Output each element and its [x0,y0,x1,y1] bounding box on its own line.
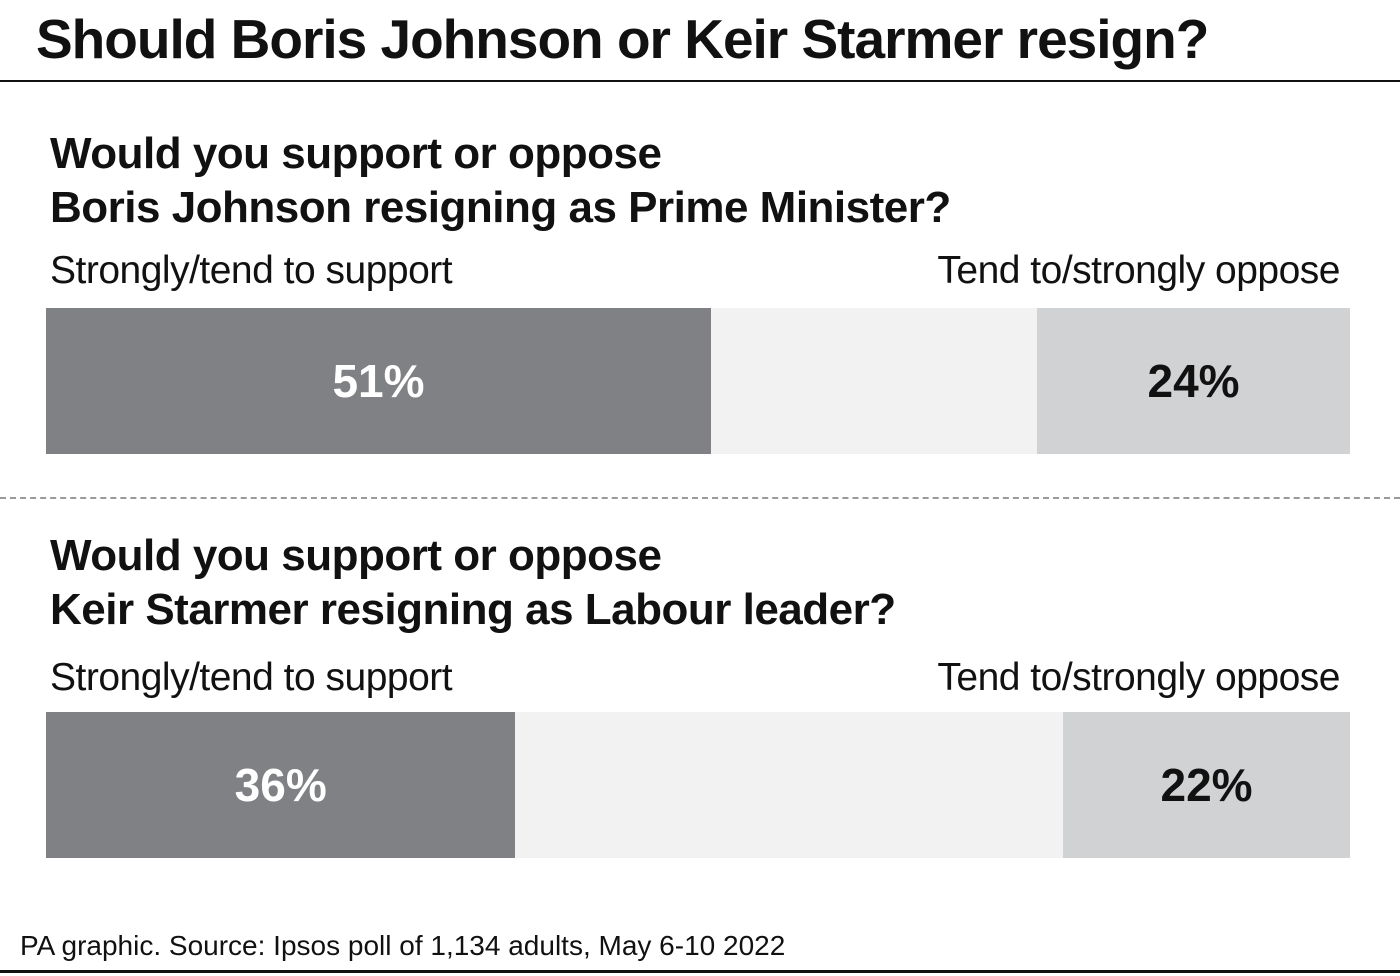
oppose-bar-2: 22% [1063,712,1350,858]
question-2-line-2: Keir Starmer resigning as Labour leader? [50,585,896,634]
support-value-1: 51% [332,355,425,407]
support-bar-2: 36% [46,712,516,858]
question-1-line-2: Boris Johnson resigning as Prime Ministe… [50,183,951,232]
oppose-value-1: 24% [1147,355,1240,407]
question-2: Would you support or oppose Keir Starmer… [50,529,896,637]
oppose-value-2: 22% [1160,759,1253,811]
support-bar-1: 51% [46,308,712,454]
question-1-line-1: Would you support or oppose [50,129,662,178]
support-value-2: 36% [234,759,327,811]
oppose-label-1: Tend to/strongly oppose [937,249,1340,292]
bar-track-2: 36% 22% [46,712,1350,858]
oppose-label-2: Tend to/strongly oppose [937,656,1340,699]
oppose-bar-1: 24% [1037,308,1350,454]
support-label-2: Strongly/tend to support [50,656,453,699]
support-label-1: Strongly/tend to support [50,249,453,292]
bar-track-1: 51% 24% [46,308,1350,454]
question-1: Would you support or oppose Boris Johnso… [50,127,951,235]
source-footer: PA graphic. Source: Ipsos poll of 1,134 … [20,930,786,961]
title-rule [0,80,1400,82]
section-divider [0,497,1400,499]
footer-rule [0,970,1400,973]
chart-title: Should Boris Johnson or Keir Starmer res… [36,8,1209,70]
question-2-line-1: Would you support or oppose [50,531,662,580]
